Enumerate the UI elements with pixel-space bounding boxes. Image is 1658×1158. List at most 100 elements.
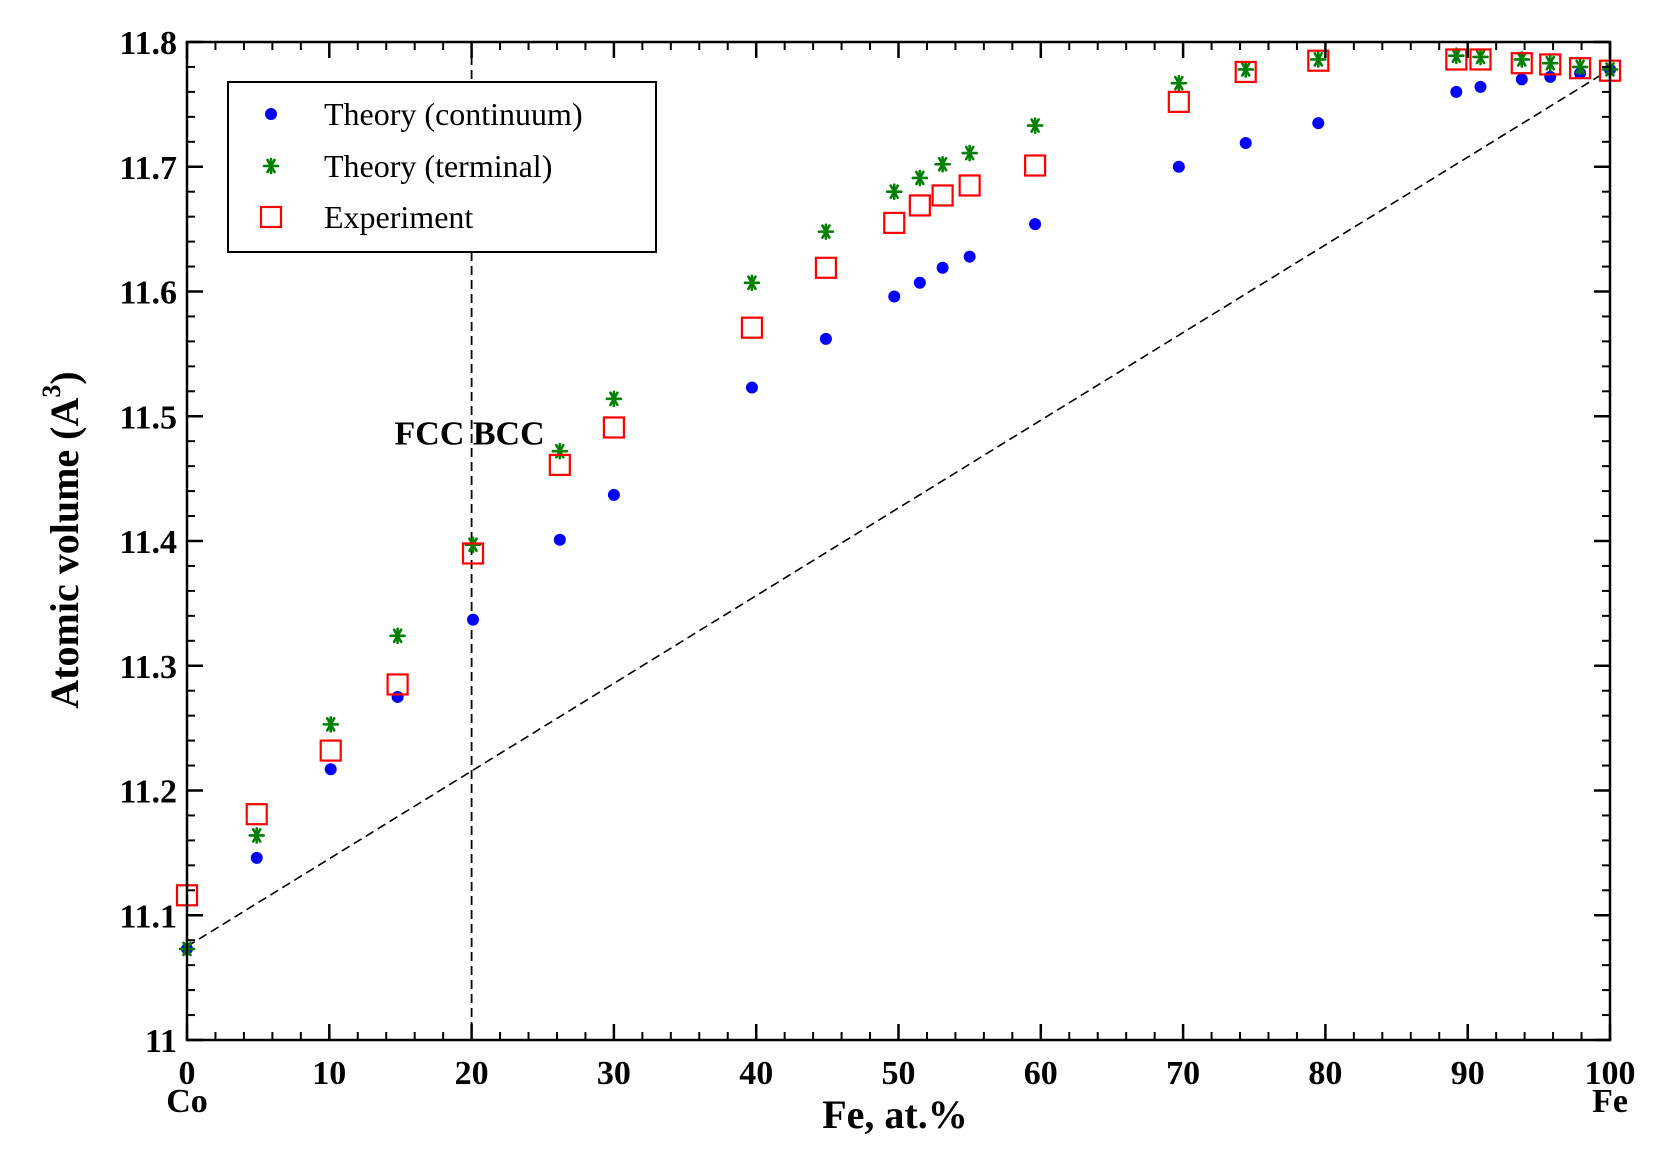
point-circle: [1312, 117, 1325, 130]
point-star: [961, 144, 978, 162]
point-star: [1513, 51, 1531, 68]
legend-label-continuum: Theory (continuum): [324, 96, 583, 132]
point-circle: [1029, 218, 1042, 231]
point-circle: [250, 851, 263, 864]
x-tick-label: 100: [1585, 1055, 1636, 1092]
point-square: [319, 739, 342, 762]
point-star: [743, 274, 761, 292]
point-circle: [936, 261, 949, 274]
point-square: [1234, 60, 1257, 84]
point-star: [934, 155, 951, 173]
y-axis-title: Atomic volume (A3): [37, 371, 87, 708]
legend-marker-star: [262, 157, 280, 175]
point-star: [817, 223, 835, 240]
legend: Theory (continuum) Theory (terminal) Exp…: [227, 81, 657, 253]
point-square: [814, 256, 838, 279]
x-tick-label: 50: [882, 1055, 916, 1092]
point-star: [322, 716, 340, 733]
y-tick-label: 11: [145, 1023, 177, 1060]
point-square: [1307, 49, 1330, 72]
point-star: [1309, 51, 1327, 68]
point-square: [1445, 48, 1468, 71]
point-circle: [391, 690, 404, 703]
point-star: [1237, 61, 1255, 78]
point-circle: [913, 276, 926, 289]
point-circle: [1544, 70, 1557, 83]
point-circle: [819, 332, 832, 345]
y-tick-label: 11.7: [119, 150, 177, 187]
point-square: [1167, 90, 1190, 113]
x-tick-label: 20: [455, 1055, 489, 1092]
point-star: [248, 827, 266, 844]
x-axis-right-end-label: Fe: [1592, 1083, 1628, 1120]
y-tick-label: 11.3: [119, 649, 177, 686]
x-tick-label: 30: [597, 1055, 631, 1092]
point-star: [1170, 74, 1188, 92]
y-tick-label: 11.6: [119, 275, 177, 312]
point-square: [1024, 154, 1047, 177]
x-tick-label: 60: [1024, 1055, 1058, 1092]
x-tick-label: 10: [312, 1055, 346, 1092]
x-tick-label: 90: [1451, 1055, 1485, 1092]
point-square: [908, 194, 931, 217]
point-star: [1026, 117, 1044, 134]
point-circle: [607, 488, 620, 501]
y-tick-label: 11.2: [119, 774, 177, 811]
point-circle: [553, 533, 566, 546]
y-tick-label: 11.4: [119, 524, 177, 561]
legend-label-experiment: Experiment: [324, 199, 473, 235]
x-tick-label: 0: [179, 1055, 196, 1092]
reference-dashed-line: [186, 68, 1611, 948]
point-star: [1448, 47, 1465, 65]
point-circle: [1239, 137, 1252, 150]
y-tick-label: 11.1: [119, 898, 177, 935]
axis-tick-labels: 0 10 20 30 40 50 60 70 80 90 100 11 11.1 11.2 11.3 11.4…: [119, 25, 1635, 1092]
point-star: [389, 627, 406, 645]
point-square: [883, 211, 906, 234]
point-circle: [1172, 160, 1185, 173]
point-star: [464, 536, 482, 554]
x-tick-label: 80: [1308, 1055, 1342, 1092]
point-star: [1571, 58, 1589, 76]
point-circle: [888, 290, 901, 303]
point-star: [605, 390, 623, 408]
point-square: [548, 453, 571, 477]
point-star: [1541, 54, 1559, 72]
x-tick-label: 40: [739, 1055, 773, 1092]
data-points: [175, 47, 1622, 958]
point-star: [911, 169, 929, 187]
point-square: [461, 542, 485, 565]
legend-marker-circle: [265, 108, 277, 120]
point-circle: [745, 381, 758, 394]
x-tick-label: 70: [1166, 1055, 1200, 1092]
x-axis-left-end-label: Co: [166, 1083, 208, 1120]
point-square: [1569, 57, 1592, 80]
y-tick-label: 11.5: [119, 399, 177, 436]
point-circle: [1515, 73, 1528, 86]
point-square: [740, 316, 764, 339]
point-circle: [467, 613, 480, 626]
point-star: [551, 442, 569, 460]
point-square: [1469, 48, 1492, 71]
point-circle: [324, 763, 337, 776]
legend-box: [227, 81, 657, 253]
point-circle: [1474, 80, 1487, 93]
point-circle: [963, 250, 976, 263]
point-star: [1472, 48, 1489, 66]
point-square: [386, 673, 409, 696]
y-tick-label: 11.8: [119, 25, 177, 62]
point-star: [885, 183, 903, 200]
point-square: [1539, 53, 1562, 76]
point-circle: [1450, 85, 1463, 98]
legend-marker-square: [259, 205, 283, 229]
fcc-bcc-annotation: FCC BCC: [395, 415, 545, 452]
point-square: [602, 416, 626, 439]
x-axis-title: Fe, at.%: [822, 1092, 968, 1137]
point-square: [931, 184, 954, 207]
point-square: [958, 174, 981, 197]
legend-label-terminal: Theory (terminal): [324, 148, 552, 184]
point-square: [1510, 52, 1533, 75]
axis-ticks: [185, 40, 1612, 1042]
point-square: [245, 803, 268, 826]
